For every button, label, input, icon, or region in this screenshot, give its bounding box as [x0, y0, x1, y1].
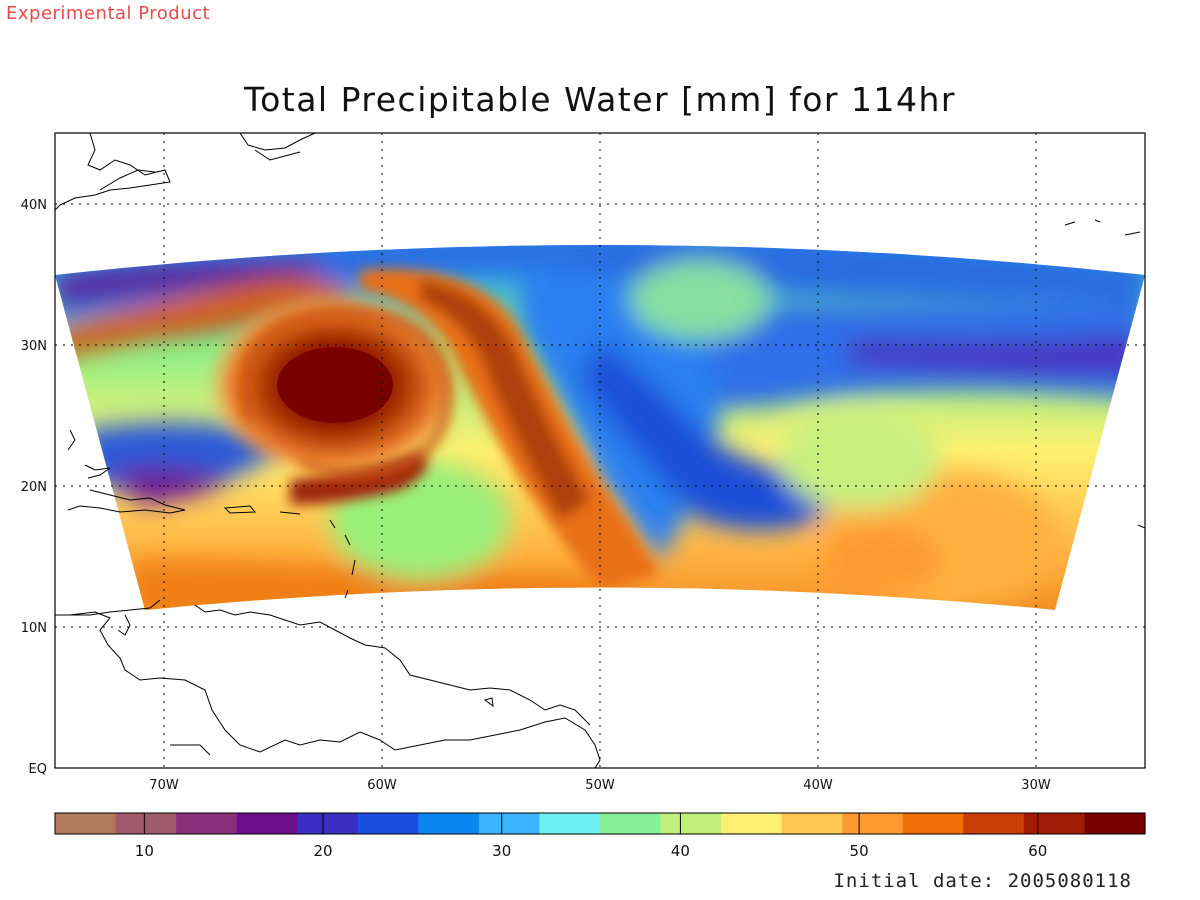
colorbar-swatch [902, 813, 964, 834]
colorbar-tick-label: 10 [135, 842, 154, 860]
colorbar-swatch [478, 813, 541, 834]
map-graticule [55, 133, 1145, 768]
colorbar-swatch [539, 813, 601, 834]
coastlines [55, 133, 1145, 768]
colorbar-swatch [781, 813, 843, 834]
colorbar-swatch [236, 813, 298, 834]
colorbar-swatch [963, 813, 1025, 834]
lon-tick-label: 70W [149, 778, 179, 793]
colorbar-swatch [1023, 813, 1086, 834]
colorbar-tick-label: 40 [671, 842, 690, 860]
longitude-axis: 70W 60W 50W 40W 30W [149, 778, 1051, 793]
colorbar-swatch [55, 813, 117, 834]
colorbar-swatch [357, 813, 419, 834]
lon-tick-label: 50W [585, 778, 615, 793]
colorbar-swatch [115, 813, 177, 834]
colorbar-tick-label: 60 [1028, 842, 1047, 860]
chart-title: Total Precipitable Water [mm] for 114hr [244, 80, 956, 119]
colorbar-tick-label: 50 [850, 842, 869, 860]
colorbar-swatch [418, 813, 480, 834]
lon-tick-label: 30W [1021, 778, 1051, 793]
colorbar-frame [54, 812, 1146, 835]
map-frame [54, 132, 1146, 769]
colorbar-tick-label: 20 [313, 842, 332, 860]
colorbar-swatch [842, 813, 904, 834]
colorbar-swatch [176, 813, 238, 834]
lat-tick-label: 30N [21, 339, 47, 354]
colorbar-tick-label: 30 [492, 842, 511, 860]
latitude-axis: EQ 10N 20N 30N 40N [21, 198, 47, 777]
colorbar-ticks: 10 20 30 40 50 60 [135, 813, 1047, 860]
precipitable-water-field [55, 245, 1145, 610]
colorbar: 10 20 30 40 50 60 [54, 812, 1146, 860]
lat-tick-label: 40N [21, 198, 47, 213]
colorbar-swatches [55, 813, 1146, 834]
colorbar-swatch [1084, 813, 1146, 834]
experimental-product-label: Experimental Product [6, 3, 211, 24]
lon-tick-label: 60W [367, 778, 397, 793]
colorbar-swatch [600, 813, 662, 834]
lat-tick-label: 10N [21, 621, 47, 636]
colorbar-swatch [660, 813, 722, 834]
lon-tick-label: 40W [803, 778, 833, 793]
lat-tick-label: 20N [21, 480, 47, 495]
lat-tick-label: EQ [29, 762, 47, 777]
colorbar-swatch [297, 813, 359, 834]
colorbar-swatch [721, 813, 783, 834]
initial-date-label: Initial date: 2005080118 [833, 870, 1132, 892]
storm-vortex [205, 290, 465, 480]
